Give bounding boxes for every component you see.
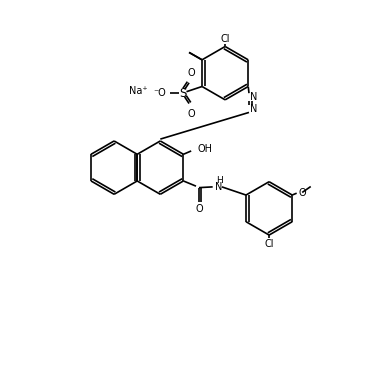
Text: ⁻O: ⁻O: [153, 88, 166, 98]
Text: O: O: [299, 188, 307, 198]
Text: Na⁺: Na⁺: [129, 86, 148, 96]
Text: S: S: [179, 86, 187, 100]
Text: Cl: Cl: [221, 33, 230, 44]
Text: N: N: [215, 182, 222, 192]
Text: N: N: [250, 104, 257, 114]
Text: OH: OH: [197, 144, 212, 154]
Text: Cl: Cl: [264, 239, 274, 249]
Text: H: H: [215, 176, 222, 185]
Text: N: N: [250, 92, 257, 102]
Text: O: O: [195, 203, 203, 214]
Text: O: O: [187, 68, 195, 77]
Text: O: O: [187, 109, 195, 119]
